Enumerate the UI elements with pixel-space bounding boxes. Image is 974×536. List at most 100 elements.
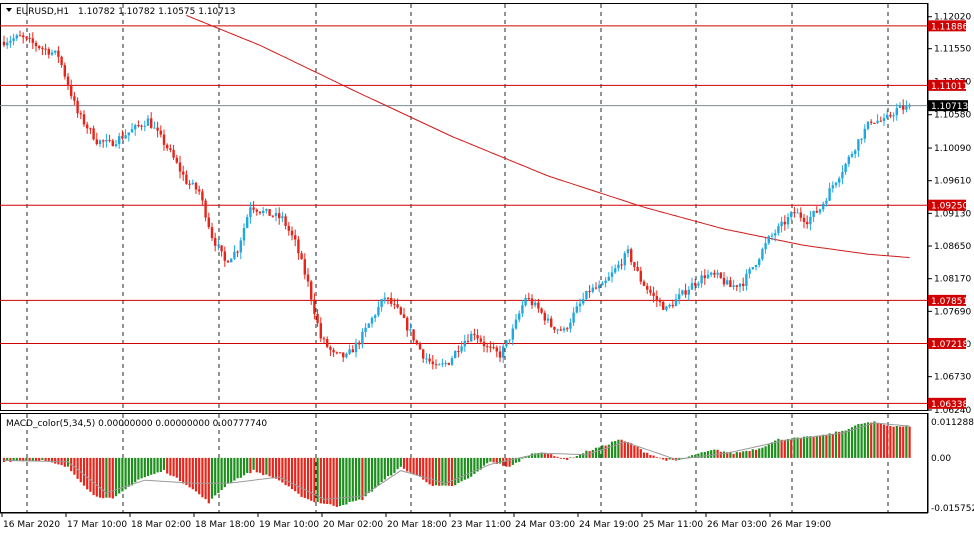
- macd-bar: [665, 457, 668, 461]
- candle-body: [223, 251, 226, 261]
- macd-bar: [562, 457, 566, 459]
- candle-body: [511, 328, 514, 340]
- macd-bar: [274, 457, 278, 479]
- macd-bar: [268, 457, 271, 477]
- macd-bar: [460, 457, 463, 482]
- macd-bar: [553, 456, 556, 458]
- candle-body: [249, 207, 252, 218]
- macd-bar: [294, 457, 297, 492]
- candle-body: [70, 85, 73, 97]
- macd-bar: [169, 457, 172, 476]
- candle-body: [486, 346, 489, 348]
- candle-body: [82, 114, 86, 125]
- level-tag-label: 1.07218: [931, 340, 968, 350]
- macd-label: MACD_color(5,34,5) 0.00000000 0.00000000…: [6, 419, 267, 429]
- macd-bar: [434, 457, 438, 486]
- macd-bar: [482, 457, 486, 466]
- candle-body: [207, 217, 210, 228]
- macd-bar: [556, 456, 559, 458]
- macd-bar: [457, 457, 460, 483]
- candle-body: [438, 364, 441, 366]
- macd-bar: [630, 443, 633, 458]
- candle-body: [342, 352, 345, 358]
- candle-body: [540, 308, 543, 313]
- candle-body: [831, 185, 834, 189]
- candle-body: [31, 38, 34, 43]
- horizontal-levels[interactable]: [0, 25, 928, 404]
- candle-body: [374, 315, 377, 318]
- macd-bar: [428, 457, 431, 485]
- candle-body: [322, 338, 326, 340]
- macd-bar: [351, 457, 354, 502]
- candle-body: [745, 273, 748, 286]
- time-tick-label: 25 Mar 11:00: [643, 520, 703, 530]
- macd-bar: [249, 457, 252, 474]
- macd-tick-label: 0.00: [931, 454, 951, 464]
- macd-bar: [422, 457, 425, 480]
- candle-body: [690, 283, 694, 290]
- candle-body: [578, 303, 582, 307]
- candle-body: [463, 340, 466, 347]
- macd-bar: [780, 439, 783, 458]
- candle-body: [876, 120, 879, 123]
- candle-body: [76, 100, 79, 114]
- candle-body: [41, 48, 44, 50]
- price-tick-label: 1.10090: [934, 144, 971, 154]
- candle-body: [271, 215, 274, 217]
- macd-bar: [790, 439, 793, 458]
- macd-bar: [194, 457, 198, 492]
- time-tick-label: 23 Mar 11:00: [451, 520, 511, 530]
- macd-bar: [178, 457, 182, 482]
- macd-bar: [726, 452, 729, 458]
- macd-bar: [607, 444, 610, 458]
- price-pane[interactable]: [0, 3, 928, 411]
- candle-body: [674, 299, 678, 307]
- candle-body: [806, 221, 809, 225]
- macd-bar: [255, 457, 258, 473]
- candle-body: [111, 140, 114, 147]
- macd-bar: [201, 457, 204, 498]
- candle-body: [834, 182, 838, 186]
- candle-body: [822, 203, 825, 210]
- macd-bar: [348, 457, 351, 502]
- candle-body: [345, 353, 348, 358]
- candle-body: [678, 294, 681, 300]
- candle-body: [562, 328, 566, 331]
- macd-bar: [396, 457, 399, 470]
- candle-body: [409, 329, 412, 331]
- dropdown-triangle-icon[interactable]: [6, 8, 12, 12]
- macd-bar: [850, 427, 854, 458]
- macd-bar: [354, 457, 358, 501]
- candle-body: [882, 118, 886, 122]
- macd-bar: [796, 437, 799, 458]
- candle-body: [169, 148, 172, 150]
- macd-bar: [486, 457, 489, 464]
- candle-body: [470, 333, 473, 342]
- candle-body: [614, 268, 617, 273]
- candle-body: [783, 221, 786, 225]
- candle-body: [799, 212, 802, 218]
- price-tick-label: 1.08650: [934, 242, 971, 252]
- candle-body: [735, 285, 738, 287]
- macd-bar: [89, 457, 92, 492]
- candle-body: [610, 272, 614, 277]
- candle-body: [774, 233, 777, 236]
- macd-bar: [639, 449, 642, 458]
- candle-body: [191, 182, 194, 184]
- candle-body: [492, 347, 495, 349]
- level-price-tags: 1.11886 1.11011 1.09250 1.07851 1.07218 1.063…: [928, 20, 968, 410]
- time-axis[interactable]: 16 Mar 2020 17 Mar 10:00 18 Mar 02:00 18 Ma…: [0, 512, 928, 530]
- candle-body: [767, 236, 770, 244]
- candle-body: [860, 138, 863, 140]
- macd-bar: [310, 457, 313, 501]
- candle-body: [655, 296, 658, 301]
- candle-body: [329, 346, 332, 350]
- macd-bar: [415, 457, 418, 475]
- macd-bar: [540, 452, 543, 458]
- macd-bar: [425, 457, 428, 483]
- macd-bar: [454, 457, 457, 486]
- macd-bar: [774, 440, 777, 458]
- time-tick-label: 20 Mar 18:00: [387, 520, 447, 530]
